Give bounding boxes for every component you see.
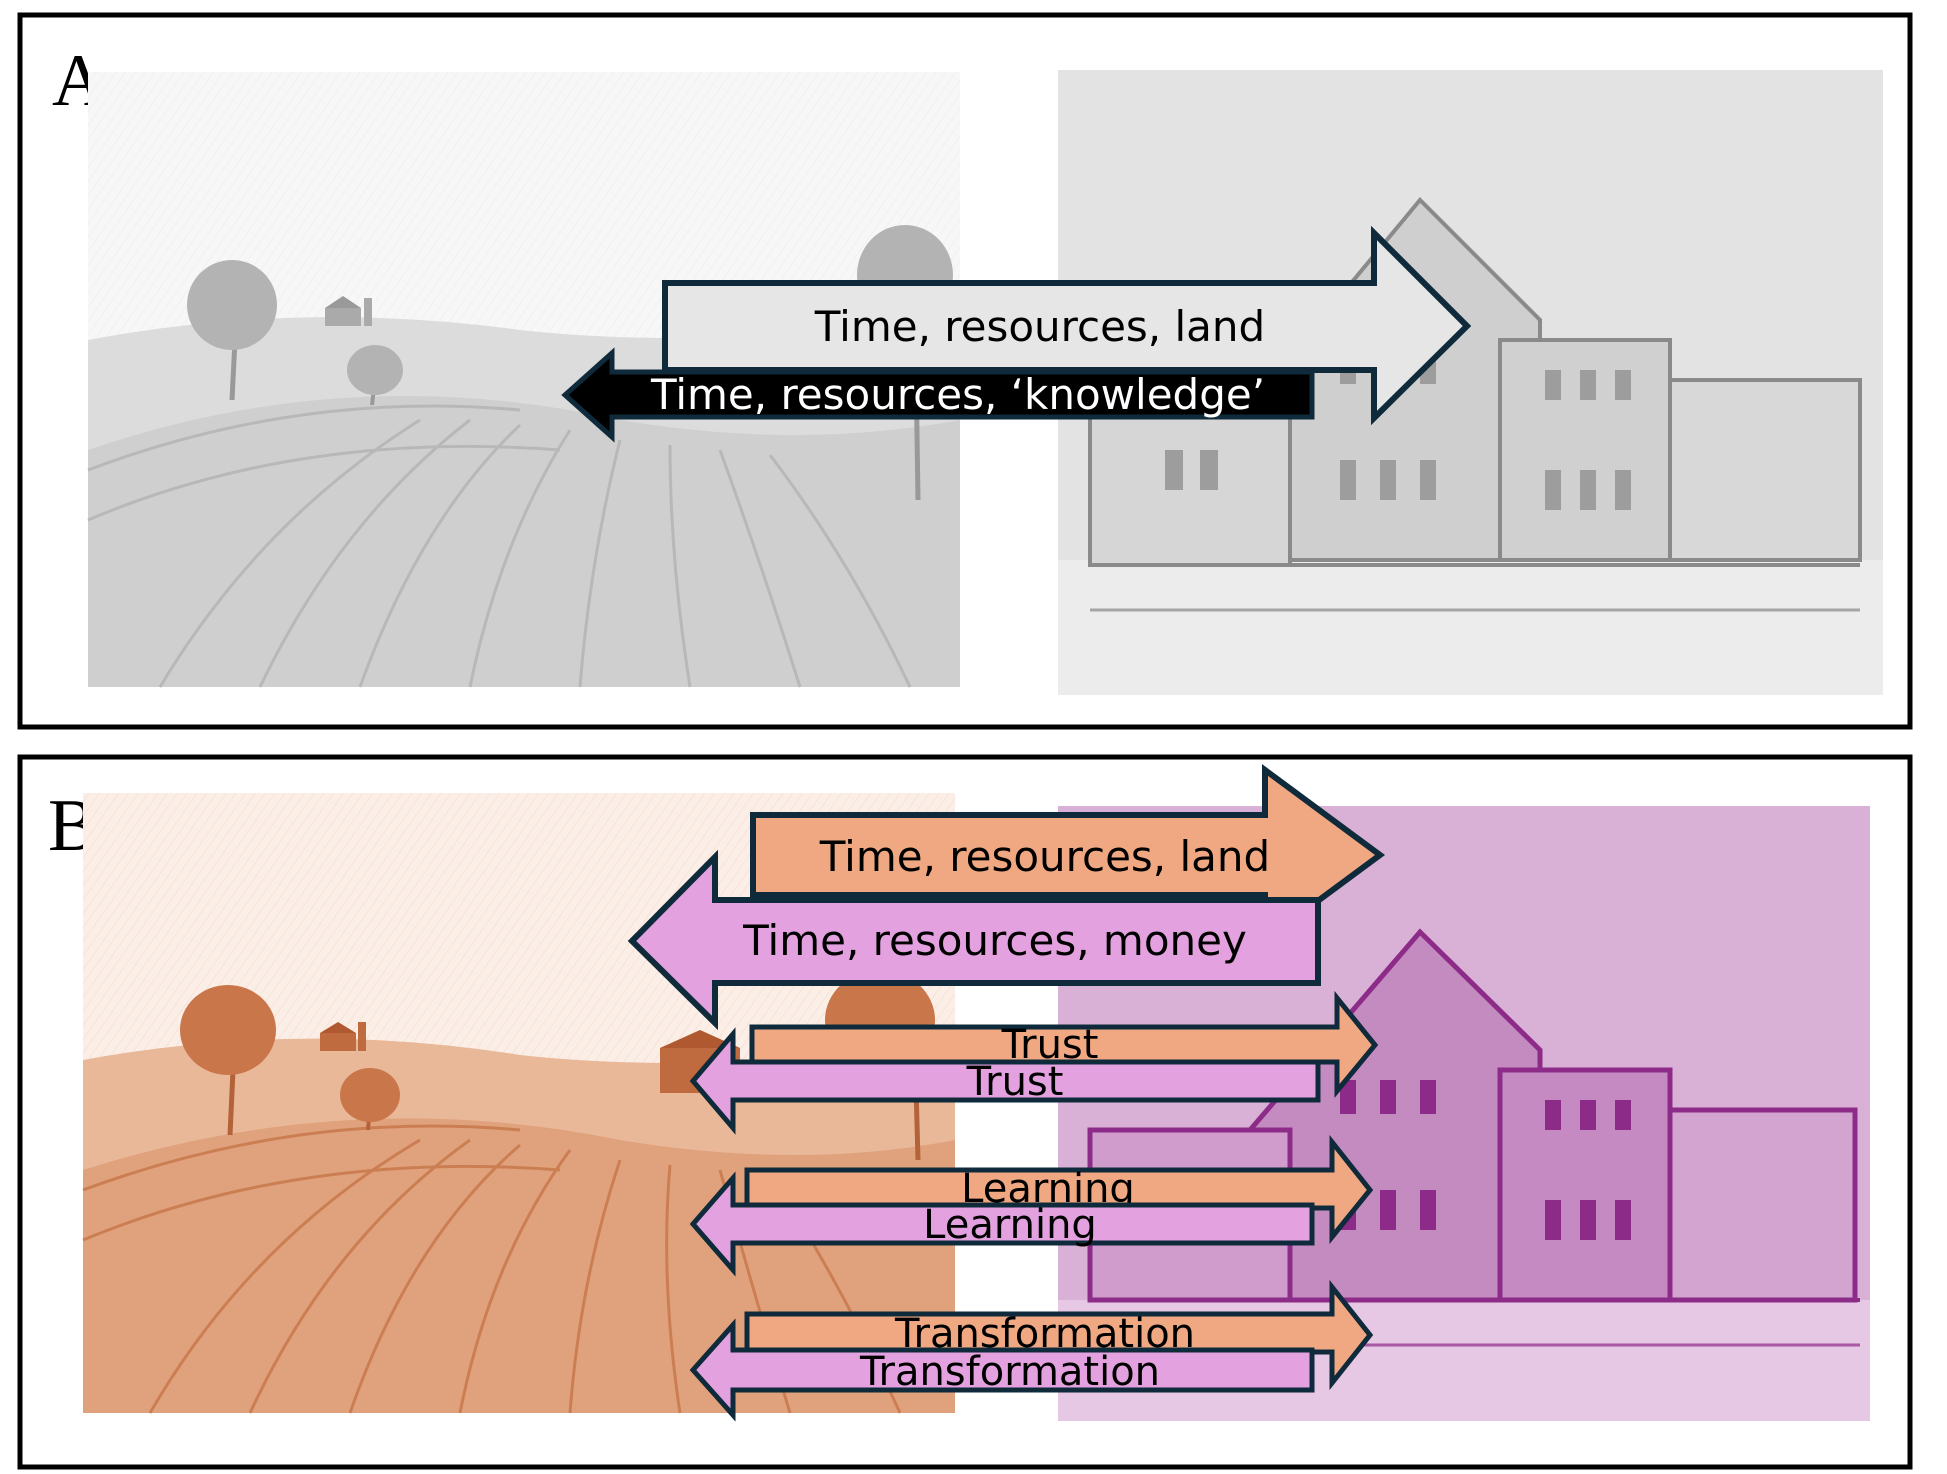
arrow-label: Time, resources, ‘knowledge’: [650, 370, 1265, 419]
arrow-label: Learning: [923, 1202, 1097, 1248]
panel-a: A: [17, 12, 1913, 730]
arrow-to-institution-a: Time, resources, land: [662, 225, 1472, 426]
tree-icon: [347, 345, 403, 406]
arrow-trust-to-farm-b: Trust: [689, 1027, 1321, 1135]
institution-building-illustration: [1058, 70, 1883, 695]
arrow-label: Time, resources, land: [814, 302, 1265, 351]
tree-icon: [180, 985, 276, 1136]
arrow-learning-to-farm-b: Learning: [689, 1171, 1315, 1277]
arrow-transformation-to-farm-b: Transformation: [689, 1318, 1315, 1422]
arrow-label: Time, resources, money: [742, 916, 1247, 965]
institution-building-illustration: [1058, 806, 1870, 1421]
arrow-to-farm-a: Time, resources, ‘knowledge’: [561, 347, 1315, 443]
arrow-label: Transformation: [859, 1349, 1160, 1395]
arrow-resources-to-farm-b: Time, resources, money: [627, 849, 1321, 1031]
farm-landscape-illustration: [82, 793, 955, 1414]
tree-icon: [340, 1068, 400, 1131]
barn-icon: [325, 296, 372, 326]
barn-icon: [320, 1022, 366, 1051]
arrow-resources-to-institution-b: Time, resources, land: [750, 764, 1386, 946]
tree-icon: [187, 260, 277, 401]
arrow-label: Trust: [966, 1059, 1064, 1105]
arrow-label: Time, resources, land: [819, 832, 1270, 881]
panel-b: B: [17, 754, 1913, 1470]
